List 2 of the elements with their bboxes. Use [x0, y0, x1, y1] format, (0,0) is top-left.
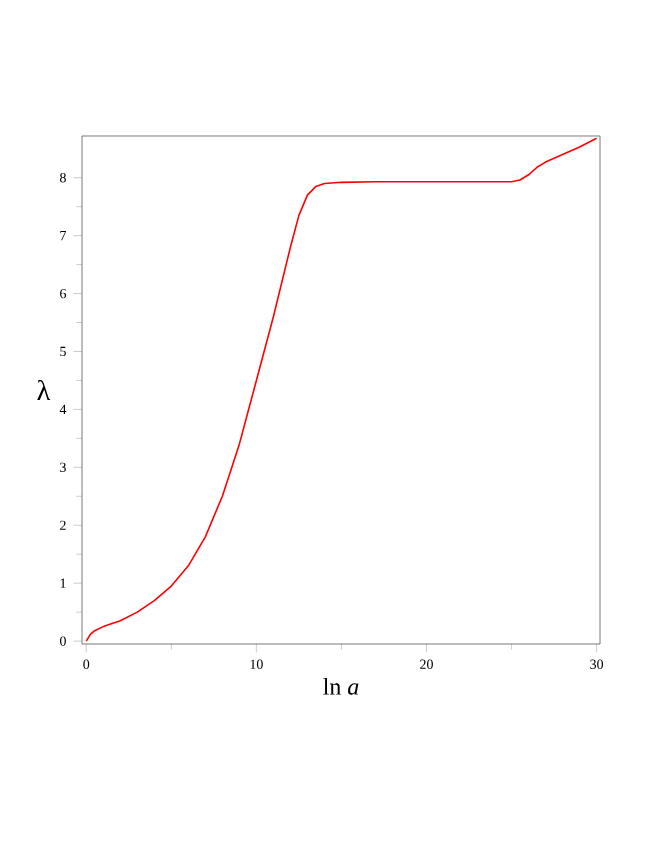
x-axis-title: ln a	[323, 677, 359, 695]
y-axis-title: λ	[37, 379, 51, 401]
